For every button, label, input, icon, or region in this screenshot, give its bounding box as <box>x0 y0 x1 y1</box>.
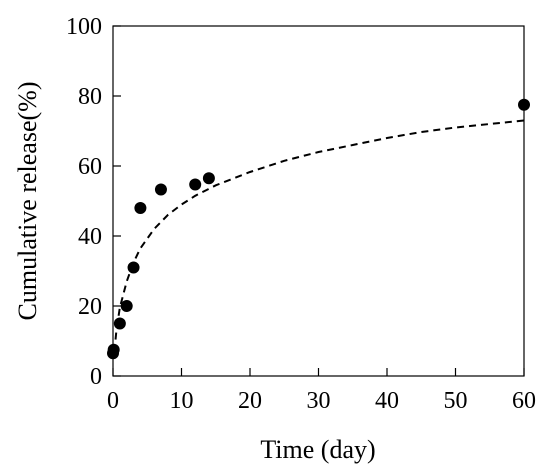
x-tick-label: 0 <box>107 388 119 414</box>
y-tick-label: 0 <box>90 364 102 390</box>
data-point <box>518 98 530 111</box>
data-point <box>120 300 133 312</box>
y-tick-label: 20 <box>78 294 102 320</box>
x-tick-label: 10 <box>170 388 194 414</box>
y-tick-label: 40 <box>78 224 102 250</box>
data-point <box>189 178 202 191</box>
data-point <box>134 202 147 214</box>
data-point <box>107 343 120 356</box>
y-axis: 0 20 40 60 80 100 <box>66 14 121 390</box>
y-tick-label: 100 <box>66 14 102 40</box>
data-point <box>127 261 140 274</box>
x-tick-label: 60 <box>512 388 536 414</box>
data-point <box>154 183 167 196</box>
y-axis-title: Cumulative release(%) <box>13 82 42 321</box>
data-point <box>113 317 126 330</box>
y-tick-label: 60 <box>78 154 102 180</box>
data-point <box>202 172 215 185</box>
data-points <box>107 98 530 360</box>
x-axis-title: Time (day) <box>260 435 375 464</box>
x-tick-label: 20 <box>238 388 262 414</box>
fit-curve <box>113 119 525 352</box>
x-axis: 0 10 20 30 40 50 60 <box>107 368 536 414</box>
x-tick-label: 40 <box>375 388 399 414</box>
y-tick-label: 80 <box>78 84 102 110</box>
x-tick-label: 50 <box>444 388 468 414</box>
x-tick-label: 30 <box>307 388 331 414</box>
plot-frame <box>112 25 525 377</box>
